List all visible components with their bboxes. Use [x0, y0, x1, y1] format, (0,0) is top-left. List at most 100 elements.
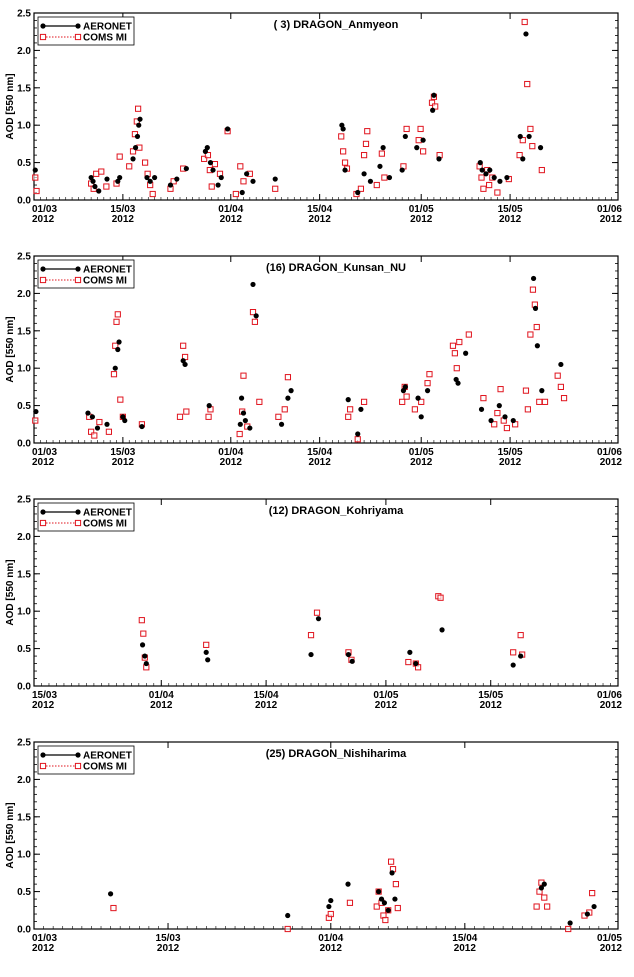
aeronet-point [463, 350, 469, 356]
x-tick-label: 01/03 [32, 933, 57, 944]
y-tick-label: 0.5 [17, 401, 31, 412]
series-aeronet [33, 275, 564, 437]
coms-point [480, 185, 487, 192]
y-tick-label: 0.0 [17, 439, 31, 450]
aeronet-point [407, 649, 413, 655]
aeronet-point [385, 907, 391, 913]
aeronet-point [520, 156, 526, 162]
aeronet-point [455, 380, 461, 386]
coms-point [240, 178, 247, 185]
legend-label-aeronet: AERONET [83, 508, 132, 519]
x-tick-year-label: 2012 [220, 214, 243, 225]
aeronet-point [152, 174, 158, 181]
coms-point [117, 396, 124, 403]
legend-marker-coms [74, 33, 82, 41]
series-coms [32, 286, 568, 443]
plot-frame [33, 741, 619, 930]
coms-point [519, 137, 526, 144]
coms-point [437, 594, 444, 601]
coms-point [240, 372, 247, 379]
x-tick-label: 01/05 [597, 933, 622, 944]
coms-point [307, 632, 315, 639]
aeronet-point [205, 657, 211, 663]
x-tick-label: 01/05 [409, 447, 434, 458]
legend-marker-coms [74, 519, 82, 527]
coms-point [176, 413, 184, 420]
x-tick-year-label: 2012 [600, 943, 623, 954]
aeronet-point [182, 361, 188, 368]
coms-point [527, 125, 534, 133]
aeronet-point [504, 174, 510, 181]
coms-point [411, 406, 418, 413]
x-tick-label: 01/06 [597, 690, 622, 701]
x-tick-year-label: 2012 [480, 700, 503, 711]
aeronet-point [584, 911, 590, 917]
aeronet-point [477, 160, 483, 166]
y-tick-label: 1.5 [17, 569, 31, 580]
series-coms [138, 593, 526, 671]
coms-point [110, 371, 118, 378]
chart-title: (25) DRAGON_Nishiharima [266, 748, 407, 760]
aeronet-point [272, 176, 278, 182]
coms-point [538, 166, 545, 174]
coms-point [557, 383, 564, 391]
coms-point [345, 413, 352, 420]
x-tick-label: 15/05 [498, 447, 523, 458]
coms-point [449, 342, 457, 349]
coms-point [503, 424, 511, 432]
x-tick-label: 01/03 [32, 447, 57, 458]
coms-point [432, 103, 439, 110]
aeronet-point [104, 421, 110, 427]
x-tick-label: 15/04 [254, 690, 279, 701]
aeronet-point [90, 178, 96, 184]
aeronet-point [402, 133, 408, 140]
coms-point [347, 406, 354, 413]
coms-point [211, 160, 219, 168]
coms-point [138, 617, 145, 624]
coms-point [494, 189, 501, 196]
aeronet-point [237, 421, 243, 427]
series-aeronet [32, 31, 544, 196]
legend-marker-coms [39, 276, 47, 284]
aeronet-point [142, 653, 148, 659]
coms-point [208, 183, 215, 190]
legend-label-coms: COMS MI [83, 762, 127, 773]
aeronet-point [147, 178, 153, 184]
aeronet-point [136, 122, 142, 128]
coms-point [478, 174, 485, 181]
legend-marker-aeronet [40, 266, 46, 272]
aeronet-point [210, 167, 216, 173]
coms-point [399, 398, 406, 405]
aeronet-point [418, 414, 424, 420]
coms-point [360, 398, 368, 405]
legend-marker-aeronet [75, 509, 81, 515]
coms-point [360, 152, 368, 159]
series-aeronet [139, 616, 524, 668]
y-tick-label: 2.0 [17, 775, 31, 786]
coms-point [91, 432, 98, 439]
coms-point [284, 925, 291, 933]
coms-point [110, 904, 117, 912]
aeronet-point [381, 900, 387, 906]
aeronet-point [328, 897, 334, 904]
legend-label-coms: COMS MI [83, 33, 127, 44]
x-tick-label: 15/03 [110, 204, 135, 215]
coms-point [340, 148, 347, 155]
aeronet-point [342, 167, 348, 173]
coms-point [554, 372, 561, 379]
y-tick-label: 1.0 [17, 121, 31, 132]
aeronet-point [215, 182, 221, 188]
coms-point [392, 881, 399, 888]
x-tick-year-label: 2012 [255, 700, 278, 711]
aeronet-point [85, 410, 91, 416]
aeronet-point [278, 421, 285, 427]
chart-title: ( 3) DRAGON_Anmyeon [274, 19, 399, 31]
legend-marker-aeronet [75, 752, 81, 758]
aeronet-point [355, 189, 361, 196]
y-tick-label: 1.5 [17, 83, 31, 94]
coms-point [256, 398, 263, 405]
aeronet-point [174, 176, 180, 182]
